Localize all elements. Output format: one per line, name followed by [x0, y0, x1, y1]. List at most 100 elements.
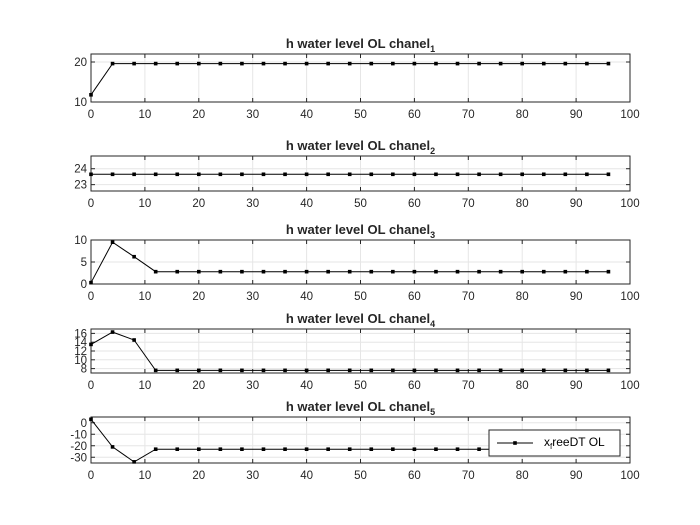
legend-label-prefix: x [544, 435, 550, 449]
x-tick-label: 80 [516, 380, 529, 392]
x-tick-label: 10 [139, 291, 152, 303]
data-point [369, 368, 374, 373]
subplot-title-text: h water level OL chanel [286, 222, 430, 237]
x-tick-label: 0 [88, 380, 94, 392]
data-point [347, 447, 352, 451]
data-point [455, 269, 460, 274]
data-point [153, 447, 158, 451]
data-point [304, 447, 309, 451]
data-point [412, 368, 417, 373]
y-tick-label: 8 [81, 364, 87, 376]
data-point [197, 269, 201, 274]
data-point [347, 61, 352, 66]
data-point [304, 368, 309, 373]
data-point [369, 172, 374, 177]
data-point [132, 338, 136, 342]
data-point [434, 269, 438, 274]
data-point [132, 254, 136, 259]
data-point [153, 269, 158, 274]
data-point [218, 61, 223, 66]
data-point [283, 61, 287, 66]
data-point [89, 417, 93, 422]
data-point [477, 61, 481, 66]
data-point [197, 172, 201, 177]
data-point [369, 61, 374, 66]
x-tick-label: 0 [88, 109, 94, 121]
x-tick-label: 30 [246, 198, 259, 210]
data-point [477, 172, 481, 177]
x-tick-label: 30 [246, 380, 259, 392]
subplot-title: h water level OL chanel1 [286, 36, 435, 54]
data-point [455, 447, 460, 451]
data-point [89, 93, 93, 97]
data-point [585, 61, 589, 66]
x-tick-label: 0 [88, 198, 94, 210]
data-point [89, 342, 93, 347]
data-point [520, 269, 524, 274]
data-point [498, 269, 503, 274]
data-point [434, 368, 438, 373]
data-point [110, 240, 115, 244]
x-tick-label: 20 [192, 470, 205, 482]
x-tick-label: 20 [192, 109, 205, 121]
data-point [175, 368, 180, 373]
subplot-title-text: h water level OL chanel [286, 399, 430, 414]
y-tick-label: 10 [74, 235, 87, 247]
data-point [153, 368, 158, 373]
data-point [261, 61, 266, 66]
data-point [132, 61, 136, 66]
data-point [369, 269, 374, 274]
x-tick-label: 100 [620, 470, 639, 482]
data-point [326, 172, 330, 177]
data-point [197, 447, 201, 451]
data-point [541, 172, 546, 177]
data-point [477, 368, 481, 373]
x-tick-label: 20 [192, 380, 205, 392]
y-tick-label: -30 [70, 452, 87, 464]
data-point [347, 368, 352, 373]
data-point [412, 61, 417, 66]
subplot-title-subscript: 4 [430, 319, 435, 329]
data-point [520, 172, 524, 177]
legend-marker [513, 441, 517, 445]
x-tick-label: 70 [462, 109, 475, 121]
x-tick-label: 40 [300, 198, 313, 210]
x-tick-label: 50 [354, 109, 367, 121]
data-point [391, 61, 395, 66]
data-point [434, 172, 438, 177]
legend-label-subscript: f [550, 442, 553, 451]
data-point [218, 269, 223, 274]
data-point [240, 447, 244, 451]
data-point [326, 368, 330, 373]
legend-label-suffix: reeDT OL [552, 435, 605, 449]
y-tick-label: 10 [74, 355, 87, 367]
data-point [477, 447, 481, 451]
data-point [132, 460, 136, 464]
data-point [153, 61, 158, 66]
subplot-title-subscript: 3 [430, 230, 435, 240]
y-tick-label: 16 [74, 328, 87, 340]
data-point [110, 445, 115, 449]
legend-box [488, 429, 621, 457]
data-point [218, 368, 223, 373]
y-tick-label: 20 [74, 57, 87, 69]
data-point [304, 61, 309, 66]
x-tick-label: 10 [139, 470, 152, 482]
x-tick-label: 90 [570, 380, 583, 392]
subplot-title-subscript: 5 [430, 407, 435, 417]
subplot-title-text: h water level OL chanel [286, 311, 430, 326]
data-point [541, 368, 546, 373]
data-point [110, 61, 115, 66]
data-point [585, 269, 589, 274]
data-point [283, 447, 287, 451]
data-point [498, 368, 503, 373]
x-tick-label: 10 [139, 380, 152, 392]
data-point [455, 368, 460, 373]
y-tick-label: -20 [70, 441, 87, 453]
subplot-title: h water level OL chanel3 [286, 222, 435, 240]
data-point [197, 61, 201, 66]
data-point [391, 447, 395, 451]
data-point [261, 368, 266, 373]
